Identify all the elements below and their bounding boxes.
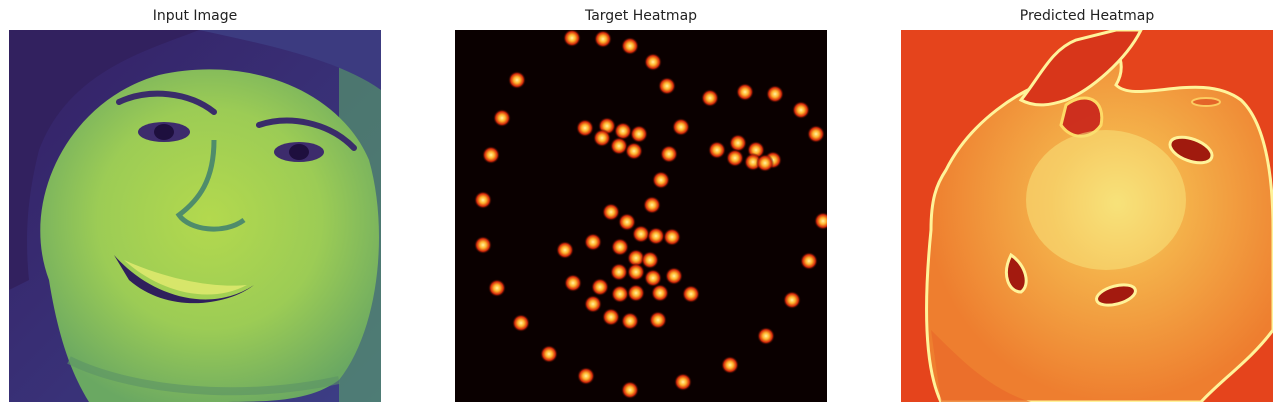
landmark-dot bbox=[644, 269, 662, 287]
landmark-dot bbox=[682, 285, 700, 303]
landmark-dot bbox=[701, 89, 719, 107]
landmark-dot bbox=[643, 196, 661, 214]
landmark-dot bbox=[814, 212, 827, 230]
landmark-dot bbox=[508, 71, 526, 89]
target-heatmap-panel: Target Heatmap bbox=[455, 0, 827, 418]
landmark-dot bbox=[649, 311, 667, 329]
landmark-dot bbox=[721, 356, 739, 374]
landmark-dot bbox=[726, 149, 744, 167]
predicted-heatmap-panel: Predicted Heatmap bbox=[901, 0, 1273, 418]
landmark-dot bbox=[627, 249, 645, 267]
landmark-dot bbox=[647, 227, 665, 245]
landmark-dot bbox=[488, 279, 506, 297]
landmark-dot bbox=[563, 30, 581, 47]
landmark-dot bbox=[584, 295, 602, 313]
landmark-dot bbox=[641, 251, 659, 269]
landmark-dot bbox=[663, 228, 681, 246]
landmark-dot bbox=[474, 191, 492, 209]
landmark-dot bbox=[556, 241, 574, 259]
landmark-dot bbox=[540, 345, 558, 363]
landmark-dot bbox=[756, 154, 774, 172]
input-image-panel: Input Image bbox=[9, 0, 381, 418]
input-image-title: Input Image bbox=[152, 8, 238, 24]
landmark-dot bbox=[651, 284, 669, 302]
landmark-dot bbox=[674, 373, 692, 391]
target-heatmap bbox=[455, 30, 827, 402]
landmark-dot bbox=[708, 141, 726, 159]
landmark-dot bbox=[729, 134, 747, 152]
target-heatmap-image bbox=[455, 30, 827, 402]
landmark-dot bbox=[621, 37, 639, 55]
landmark-dot bbox=[766, 85, 784, 103]
landmark-dot bbox=[482, 146, 500, 164]
landmark-dot bbox=[783, 291, 801, 309]
target-heatmap-title: Target Heatmap bbox=[584, 8, 698, 24]
landmark-dot bbox=[792, 101, 810, 119]
landmark-dot bbox=[611, 285, 629, 303]
landmark-dot bbox=[493, 109, 511, 127]
landmark-dot bbox=[610, 137, 628, 155]
landmark-dot bbox=[665, 267, 683, 285]
landmark-dot bbox=[614, 122, 632, 140]
predicted-heatmap bbox=[901, 30, 1273, 402]
landmark-dot bbox=[625, 142, 643, 160]
landmark-dot bbox=[672, 118, 690, 136]
landmark-dot bbox=[800, 252, 818, 270]
landmark-dot bbox=[627, 284, 645, 302]
landmark-dot bbox=[621, 381, 639, 399]
landmark-dot bbox=[630, 125, 648, 143]
landmark-dot bbox=[564, 274, 582, 292]
landmark-dot bbox=[576, 119, 594, 137]
landmark-dot bbox=[736, 83, 754, 101]
landmark-dot bbox=[807, 125, 825, 143]
landmark-dot bbox=[593, 129, 611, 147]
landmark-dot bbox=[602, 308, 620, 326]
landmark-dot bbox=[591, 278, 609, 296]
landmark-dot bbox=[652, 171, 670, 189]
landmark-dot bbox=[584, 233, 602, 251]
landmark-dot bbox=[474, 236, 492, 254]
landmark-dot bbox=[602, 203, 620, 221]
landmark-dot bbox=[757, 327, 775, 345]
landmark-dot bbox=[618, 213, 636, 231]
landmark-dot bbox=[621, 312, 639, 330]
landmark-dot bbox=[610, 263, 628, 281]
landmark-dots bbox=[474, 30, 827, 399]
landmark-dot bbox=[594, 30, 612, 48]
landmark-dot bbox=[611, 238, 629, 256]
predicted-heatmap-title: Predicted Heatmap bbox=[1019, 8, 1155, 24]
landmark-dot bbox=[632, 225, 650, 243]
landmark-dot bbox=[644, 53, 662, 71]
landmark-dot bbox=[660, 145, 678, 163]
input-face-image bbox=[9, 30, 381, 402]
predicted-heatmap-image bbox=[901, 30, 1273, 402]
landmark-dot bbox=[577, 367, 595, 385]
input-image bbox=[9, 30, 381, 402]
landmark-dot bbox=[658, 77, 676, 95]
landmark-dot bbox=[512, 314, 530, 332]
landmark-dot bbox=[627, 263, 645, 281]
